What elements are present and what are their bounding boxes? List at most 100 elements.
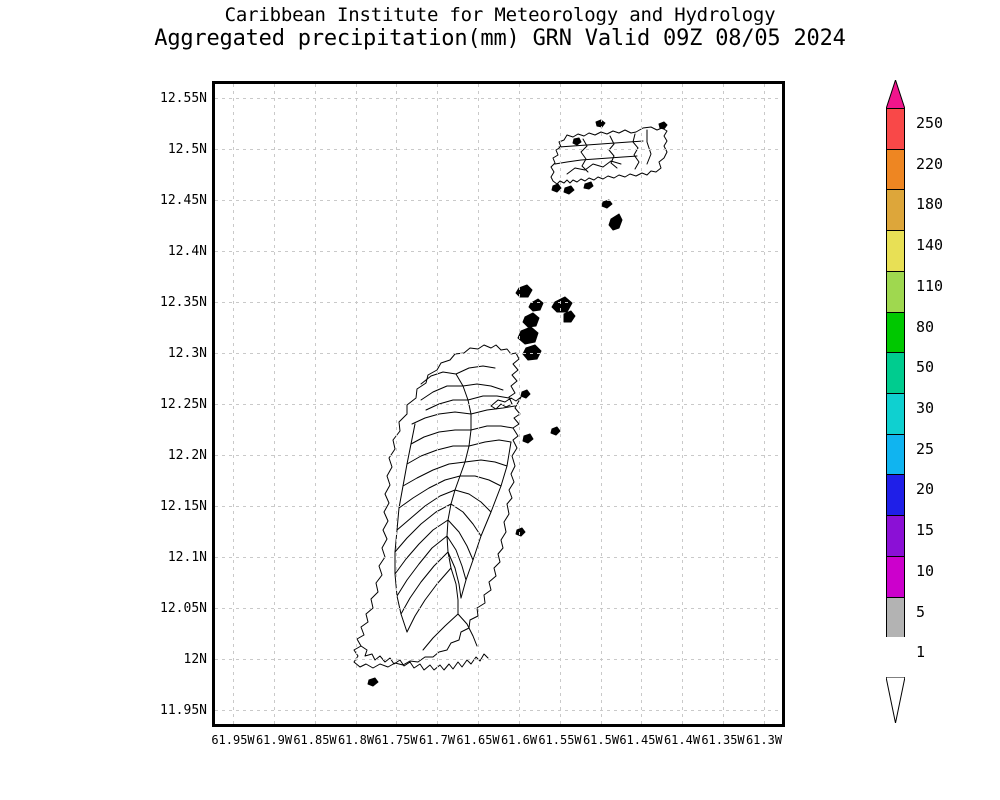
gridline-vertical [274, 84, 275, 724]
colorbar-tick-label: 110 [916, 277, 944, 295]
colorbar-tick-label: 220 [916, 155, 944, 173]
colorbar-tick-label: 25 [916, 440, 935, 458]
colorbar-segment[interactable] [886, 189, 905, 231]
islet-m1 [528, 298, 544, 312]
gridline-horizontal [215, 659, 782, 660]
colorbar-segment[interactable] [886, 271, 905, 313]
islet-m5 [515, 284, 533, 298]
island-carriacou [550, 126, 668, 185]
gridline-vertical [437, 84, 438, 724]
gridline-horizontal [215, 608, 782, 609]
gridline-vertical [682, 84, 683, 724]
colorbar-tick-label: 5 [916, 603, 926, 621]
x-axis-tick-label: 61.8W [337, 733, 375, 747]
gridline-vertical [356, 84, 357, 724]
colorbar-extend-bottom-arrow [886, 677, 905, 723]
carriacou-internal-3 [632, 133, 640, 170]
islet-n8 [551, 183, 562, 193]
y-axis-tick-label: 11.95N [160, 703, 207, 718]
gridline-vertical [478, 84, 479, 724]
x-axis-tick-label: 61.5W [582, 733, 620, 747]
y-axis-tick-label: 12N [183, 652, 207, 667]
gridline-vertical [641, 84, 642, 724]
y-axis-tick-label: 12.25N [160, 397, 207, 412]
gridline-vertical [560, 84, 561, 724]
gridline-vertical [233, 84, 234, 724]
colorbar-tick-label: 20 [916, 480, 935, 498]
colorbar-tick-label: 180 [916, 195, 944, 213]
institute-title: Caribbean Institute for Meteorology and … [224, 4, 776, 26]
y-axis-tick-label: 12.05N [160, 601, 207, 616]
colorbar-segment[interactable] [886, 434, 905, 476]
colorbar-tick-label: 15 [916, 521, 935, 539]
colorbar-segment[interactable] [886, 637, 905, 679]
y-axis-tick-label: 12.15N [160, 499, 207, 514]
colorbar-segment[interactable] [886, 312, 905, 354]
y-axis-tick-label: 12.4N [167, 244, 207, 259]
colorbar-segment[interactable] [886, 474, 905, 516]
colorbar-segment[interactable] [886, 149, 905, 191]
islet-n7 [583, 181, 594, 190]
y-axis-tick-label: 12.2N [167, 448, 207, 463]
gridline-vertical [396, 84, 397, 724]
x-axis-tick-label: 61.65W [456, 733, 500, 747]
islet-n2 [658, 121, 668, 130]
carriacou-internal-7 [646, 129, 652, 165]
islet-n4 [563, 185, 575, 195]
islet-m2 [522, 312, 540, 328]
gridline-vertical [764, 84, 765, 724]
y-axis-tick-label: 12.55N [160, 91, 207, 106]
x-axis-tick-label: 61.55W [538, 733, 582, 747]
gridline-horizontal [215, 404, 782, 405]
map-geometry [353, 119, 668, 687]
carriacou-internal-1 [608, 135, 618, 169]
gridline-horizontal [215, 251, 782, 252]
island-grenada-coast [353, 344, 522, 669]
islet-e2 [522, 433, 534, 444]
islet-n6 [608, 213, 623, 231]
y-axis-tick-label: 12.1N [167, 550, 207, 565]
colorbar-segment[interactable] [886, 393, 905, 435]
x-axis-tick-label: 61.45W [619, 733, 663, 747]
grenada-watersheds [394, 365, 516, 651]
gridline-horizontal [215, 302, 782, 303]
colorbar-segment[interactable] [886, 352, 905, 394]
colorbar-tick-label: 1 [916, 643, 926, 661]
colorbar-segment[interactable] [886, 597, 905, 639]
islet-m4 [522, 344, 542, 361]
islet-n3 [572, 137, 582, 146]
gridline-horizontal [215, 200, 782, 201]
x-axis-tick-label: 61.85W [293, 733, 337, 747]
colorbar-segment[interactable] [886, 230, 905, 272]
gridline-vertical [723, 84, 724, 724]
islet-s1 [367, 677, 379, 687]
y-axis-tick-label: 12.45N [160, 193, 207, 208]
x-axis-tick-label: 61.9W [255, 733, 293, 747]
gridline-horizontal [215, 98, 782, 99]
gridline-horizontal [215, 506, 782, 507]
islet-m7 [563, 310, 576, 323]
gridline-vertical [315, 84, 316, 724]
y-axis-tick-label: 12.3N [167, 346, 207, 361]
x-axis-tick-label: 61.95W [211, 733, 255, 747]
colorbar-tick-label: 140 [916, 236, 944, 254]
x-axis-tick-label: 61.35W [701, 733, 745, 747]
y-axis-tick-label: 12.5N [167, 142, 207, 157]
colorbar-segment[interactable] [886, 515, 905, 557]
colorbar[interactable] [886, 108, 905, 679]
map-canvas [215, 84, 782, 724]
grenada-south-detail [360, 645, 489, 671]
gridline-horizontal [215, 149, 782, 150]
colorbar-segment[interactable] [886, 108, 905, 150]
map-plot-frame [212, 81, 785, 727]
islet-e1 [520, 389, 531, 399]
gridline-horizontal [215, 710, 782, 711]
x-axis-tick-label: 61.7W [418, 733, 456, 747]
gridline-vertical [601, 84, 602, 724]
colorbar-segment[interactable] [886, 556, 905, 598]
islet-m8 [550, 426, 561, 436]
colorbar-extend-top-arrow [886, 80, 905, 109]
carriacou-internal-6 [566, 160, 622, 175]
page-title: Aggregated precipitation(mm) GRN Valid 0… [154, 26, 846, 51]
colorbar-tick-label: 50 [916, 358, 935, 376]
